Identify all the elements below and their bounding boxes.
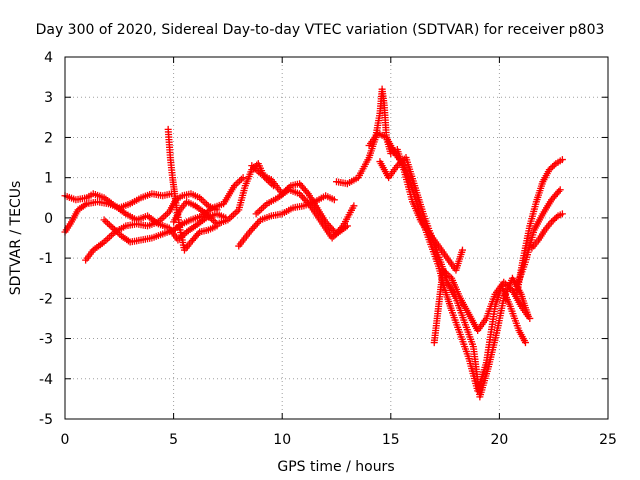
data-point bbox=[330, 196, 338, 204]
x-tick-label: 0 bbox=[61, 432, 70, 448]
data-point bbox=[299, 193, 307, 201]
data-point bbox=[551, 215, 559, 223]
y-axis-label: SDTVAR / TECUs bbox=[8, 181, 24, 296]
data-point bbox=[199, 197, 207, 205]
data-point bbox=[105, 221, 113, 229]
data-point bbox=[303, 188, 311, 196]
y-tick-label: -5 bbox=[39, 412, 53, 428]
data-point bbox=[556, 186, 564, 194]
series-track-c bbox=[82, 190, 221, 264]
x-tick-label: 20 bbox=[490, 432, 508, 448]
series-track-p bbox=[528, 210, 566, 252]
data-point bbox=[458, 246, 466, 254]
series-track-o bbox=[513, 186, 564, 290]
data-point bbox=[558, 210, 566, 218]
x-tick-label: 10 bbox=[273, 432, 291, 448]
y-tick-label: 3 bbox=[44, 90, 53, 106]
x-tick-label: 15 bbox=[382, 432, 400, 448]
y-tick-label: 4 bbox=[44, 50, 53, 66]
x-tick-label: 5 bbox=[169, 432, 178, 448]
data-point bbox=[549, 216, 557, 224]
y-tick-label: 1 bbox=[44, 171, 53, 187]
data-point bbox=[201, 199, 209, 207]
data-point bbox=[300, 195, 308, 203]
data-point bbox=[102, 218, 110, 226]
data-point bbox=[548, 218, 556, 226]
chart-title: Day 300 of 2020, Sidereal Day-to-day VTE… bbox=[36, 22, 605, 38]
data-point bbox=[107, 222, 115, 230]
data-point bbox=[549, 163, 557, 171]
data-point bbox=[545, 166, 553, 174]
data-point bbox=[526, 314, 534, 322]
series-track-j bbox=[333, 85, 466, 274]
axis-ticks: 0 5 10 15 20 25 -5 -4 -3 -2 -1 0 1 2 3 4 bbox=[39, 50, 617, 448]
series-track-l bbox=[376, 154, 532, 401]
y-tick-label: -1 bbox=[39, 251, 53, 267]
data-point bbox=[252, 221, 260, 229]
series-track-m bbox=[430, 266, 534, 347]
plot-frame bbox=[64, 56, 609, 420]
series-track-g bbox=[235, 192, 338, 250]
data-point bbox=[555, 187, 563, 195]
data-point bbox=[558, 156, 566, 164]
data-point bbox=[550, 161, 558, 169]
series-track-e bbox=[164, 125, 221, 254]
y-tick-label: -3 bbox=[39, 332, 53, 348]
y-tick-label: -4 bbox=[39, 372, 53, 388]
data-point bbox=[104, 219, 112, 227]
data-point bbox=[250, 223, 258, 231]
data-point bbox=[350, 202, 358, 210]
x-tick-label: 25 bbox=[599, 432, 617, 448]
y-tick-label: 2 bbox=[44, 130, 53, 146]
series-track-i bbox=[252, 186, 358, 242]
data-point bbox=[552, 213, 560, 221]
data-point bbox=[247, 226, 255, 234]
data-points bbox=[61, 85, 566, 401]
data-point bbox=[194, 230, 202, 238]
series-track-n bbox=[513, 156, 566, 298]
data-point bbox=[249, 225, 257, 233]
y-tick-label: 0 bbox=[44, 211, 53, 227]
data-point bbox=[234, 178, 242, 186]
data-point bbox=[239, 174, 247, 182]
data-point bbox=[253, 219, 261, 227]
y-tick-label: -2 bbox=[39, 291, 53, 307]
data-point bbox=[236, 177, 244, 185]
data-point bbox=[521, 339, 529, 347]
data-point bbox=[547, 164, 555, 172]
x-axis-label: GPS time / hours bbox=[277, 459, 394, 475]
series-track-f bbox=[170, 160, 278, 228]
